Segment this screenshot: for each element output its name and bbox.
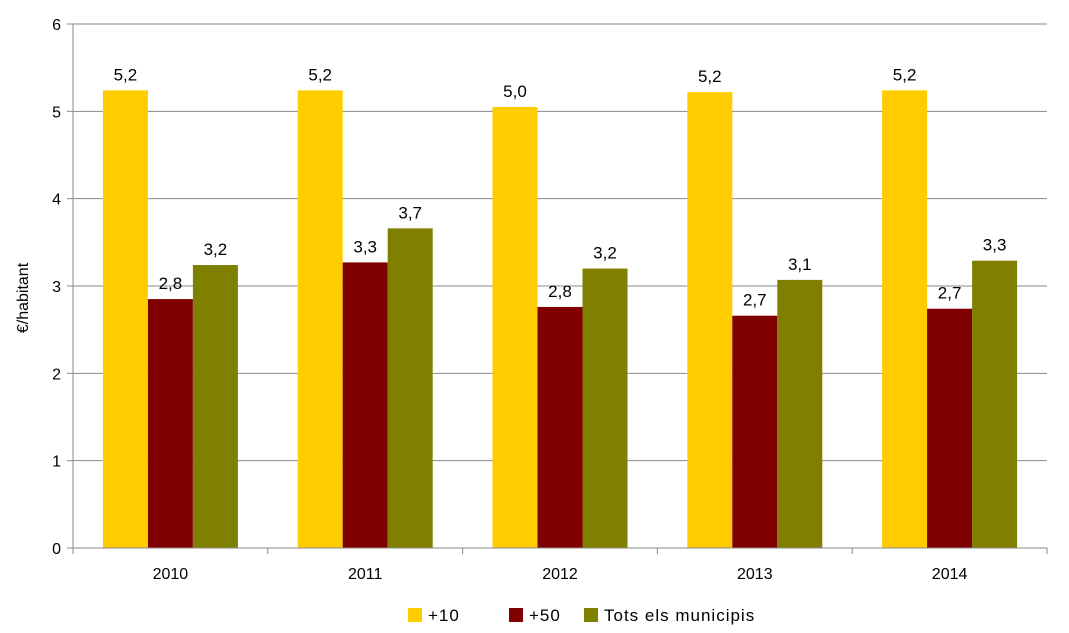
- bar: [927, 308, 973, 548]
- bar: [192, 265, 238, 548]
- bars: [102, 90, 1018, 549]
- bar: [687, 92, 733, 549]
- legend: +10 +50 Tots els municipis: [408, 606, 755, 625]
- y-tick-label: 5: [52, 104, 61, 121]
- legend-swatch: [509, 608, 523, 622]
- bar: [342, 262, 388, 548]
- y-tick-label: 0: [52, 541, 61, 558]
- data-label: 5,2: [698, 67, 722, 86]
- bar: [972, 260, 1018, 548]
- legend-label: +50: [529, 606, 561, 625]
- data-label: 3,3: [983, 236, 1007, 255]
- data-label: 3,3: [353, 237, 377, 256]
- data-label: 3,2: [204, 240, 228, 259]
- axes: [67, 23, 1048, 554]
- y-tick-label: 1: [52, 454, 61, 471]
- y-tick-label: 2: [52, 366, 61, 383]
- tick-labels: 0 1 2 3 4 5 6 2010 2011 2012 2013 2014: [52, 17, 967, 583]
- bar: [102, 90, 148, 548]
- legend-label: Tots els municipis: [604, 606, 755, 625]
- x-tick-label: 2013: [737, 566, 773, 583]
- y-tick-label: 3: [52, 279, 61, 296]
- data-label: 3,2: [593, 244, 617, 263]
- data-label: 2,7: [743, 291, 767, 310]
- bar: [492, 106, 538, 548]
- data-label: 2,8: [159, 274, 183, 293]
- data-label: 3,1: [788, 255, 812, 274]
- bar: [297, 90, 343, 548]
- bar: [777, 279, 823, 548]
- data-label: 5,2: [114, 65, 138, 84]
- bar: [537, 306, 583, 548]
- bar: [882, 90, 928, 548]
- data-label: 2,7: [938, 284, 962, 303]
- data-label: 3,7: [398, 203, 422, 222]
- x-tick-label: 2011: [348, 566, 383, 583]
- legend-label: +10: [428, 606, 460, 625]
- data-label: 5,2: [893, 65, 917, 84]
- y-axis-title: €/habitant: [15, 262, 32, 333]
- data-label: 2,8: [548, 282, 572, 301]
- x-tick-label: 2012: [542, 566, 578, 583]
- legend-swatch: [408, 608, 422, 622]
- bar: [387, 228, 433, 549]
- x-tick-label: 2014: [932, 566, 968, 583]
- bar: [582, 268, 628, 548]
- data-label: 5,2: [308, 65, 332, 84]
- x-tick-label: 2010: [153, 566, 189, 583]
- y-tick-label: 4: [52, 192, 61, 209]
- bar: [147, 299, 193, 548]
- data-label: 5,0: [503, 82, 527, 101]
- legend-swatch: [584, 608, 598, 622]
- y-tick-label: 6: [52, 17, 61, 34]
- data-labels: 5,2 2,8 3,2 5,2 3,3 3,7 5,0 2,8 3,2 5,2 2,7 3,1 5,2 2…: [114, 65, 1007, 309]
- bar: [732, 315, 778, 548]
